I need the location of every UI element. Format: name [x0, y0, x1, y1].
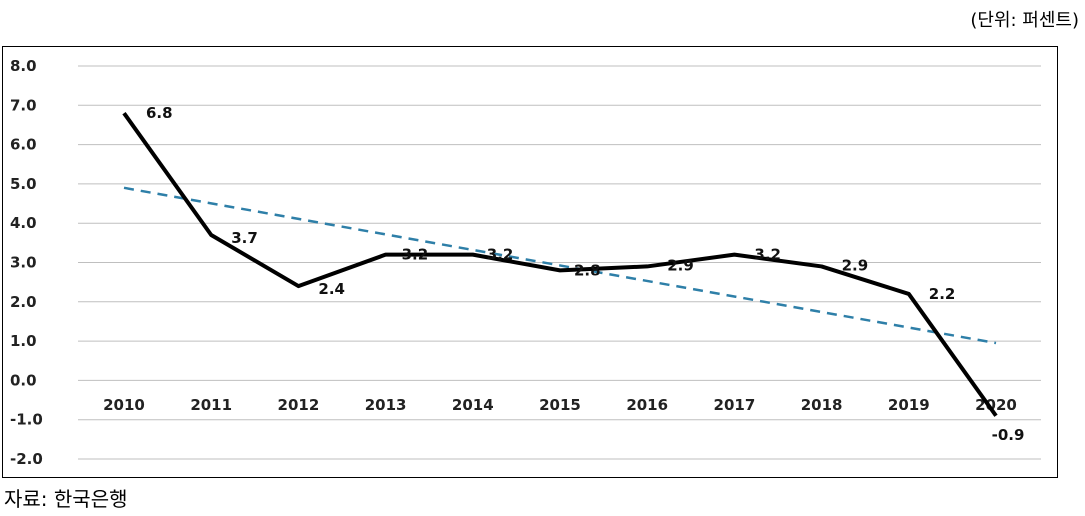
- data-label: 3.2: [487, 246, 514, 264]
- data-labels: 6.8 3.7 2.4 3.2 3.2 2.8 2.9 3.2 2.9 2.2 -0.9: [146, 104, 1024, 444]
- data-label: 2.9: [667, 256, 694, 274]
- x-category-label: 2013: [365, 396, 407, 414]
- x-category-label: 2016: [626, 396, 668, 414]
- data-label: 3.2: [402, 246, 429, 264]
- data-label: 3.7: [231, 229, 258, 247]
- x-axis-categories: 2010 2011 2012 2013 2014 2015 2016 2017 2018 2019…: [103, 396, 1017, 414]
- x-category-label: 2011: [190, 396, 232, 414]
- data-label: 3.2: [754, 246, 781, 264]
- data-label: -0.9: [992, 426, 1025, 444]
- source-note: 자료: 한국은행: [4, 487, 128, 511]
- y-tick-label: 7.0: [10, 96, 37, 114]
- gridlines: [78, 65, 1041, 460]
- data-label: 2.9: [842, 256, 869, 274]
- data-label: 2.2: [929, 285, 956, 303]
- growth-series: [122, 111, 998, 417]
- y-tick-label: 2.0: [10, 293, 37, 311]
- x-category-label: 2012: [278, 396, 320, 414]
- y-tick-label: 0.0: [10, 371, 37, 389]
- y-tick-label: -1.0: [10, 411, 43, 429]
- x-category-label: 2010: [103, 396, 145, 414]
- y-axis-ticks: 8.0 7.0 6.0 5.0 4.0 3.0 2.0 1.0 0.0 -1.0 -2.0: [10, 57, 43, 468]
- data-label: 2.4: [318, 280, 345, 298]
- data-label: 2.8: [574, 261, 601, 279]
- y-tick-label: 4.0: [10, 214, 37, 232]
- trend-line: [123, 186, 997, 345]
- series-line: [122, 111, 998, 417]
- unit-label: (단위: 퍼센트): [970, 10, 1079, 31]
- data-label: 6.8: [146, 104, 173, 122]
- x-category-label: 2015: [539, 396, 581, 414]
- x-category-label: 2018: [801, 396, 843, 414]
- y-tick-label: 5.0: [10, 175, 37, 193]
- x-category-label: 2019: [888, 396, 930, 414]
- y-tick-label: 3.0: [10, 254, 37, 272]
- trend-series: [123, 186, 997, 345]
- y-tick-label: 6.0: [10, 136, 37, 154]
- y-tick-label: 8.0: [10, 57, 37, 75]
- x-category-label: 2017: [714, 396, 756, 414]
- y-tick-label: -2.0: [10, 450, 43, 468]
- x-category-label: 2014: [452, 396, 494, 414]
- y-tick-label: 1.0: [10, 332, 37, 350]
- chart-frame: [2, 46, 1058, 478]
